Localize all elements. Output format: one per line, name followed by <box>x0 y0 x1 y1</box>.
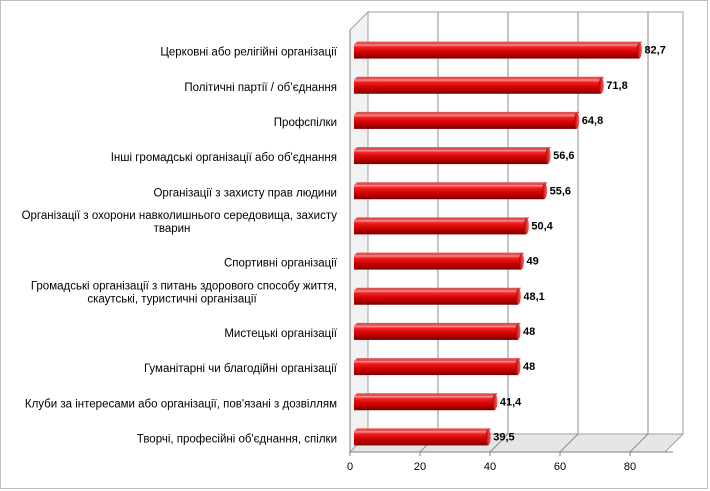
bar <box>354 182 548 200</box>
bar-cap <box>545 147 551 164</box>
bar-body <box>354 396 495 411</box>
bar-body <box>354 114 577 129</box>
data-label: 48 <box>523 361 535 373</box>
category-label: Творчі, професійні об'єднання, спілки <box>137 433 337 445</box>
bar-body <box>354 79 602 94</box>
category-label: Політичні партії / об’єднання <box>184 82 337 94</box>
data-label: 49 <box>527 256 539 268</box>
bar <box>354 41 643 59</box>
bar-top <box>354 322 521 326</box>
bar-cap <box>515 323 521 340</box>
bar <box>354 76 605 94</box>
bar-top <box>354 217 530 221</box>
tick-label: 40 <box>484 461 496 473</box>
bar <box>354 428 492 446</box>
bar-body <box>354 290 519 305</box>
tick-label: 20 <box>414 461 426 473</box>
category-label: тварин <box>154 223 191 235</box>
bar-body <box>354 44 640 59</box>
bar-top <box>354 358 521 362</box>
gridline-floor <box>489 433 509 453</box>
bar-body <box>354 185 545 200</box>
bar-top <box>354 287 522 291</box>
bar-body <box>354 431 489 446</box>
bar <box>354 111 580 129</box>
data-label: 71,8 <box>606 80 627 92</box>
category-label: Гуманітарні чи благодійні організації <box>144 363 338 375</box>
bar <box>354 358 521 376</box>
bar <box>354 287 522 305</box>
category-labels: Церковні або релігійні організації Політи… <box>22 47 338 446</box>
value-labels: 82,7 71,8 64,8 56,6 55,6 50,4 49 48,1 48 48 41,4 39… <box>493 45 666 444</box>
data-label: 55,6 <box>550 185 571 197</box>
bar-top <box>354 393 498 397</box>
bar-cap <box>542 182 548 199</box>
bar-cap <box>523 217 529 234</box>
bar-top <box>354 41 643 45</box>
bar-cap <box>598 77 604 94</box>
tick-label: 60 <box>554 461 566 473</box>
category-label: Спортивні організації <box>224 258 338 270</box>
bar-top <box>354 111 580 115</box>
category-label: Церковні або релігійні організації <box>160 47 337 59</box>
bar <box>354 393 498 411</box>
bar-cap <box>485 428 491 445</box>
bar-cap <box>574 112 580 129</box>
bar-top <box>354 428 492 432</box>
category-label: Інші громадські організації або об'єднан… <box>111 152 337 164</box>
bar-top <box>354 182 548 186</box>
bar-cap <box>636 42 642 59</box>
category-label: Мистецькі організації <box>224 328 337 340</box>
gridline-floor <box>559 433 579 453</box>
tick-label: 0 <box>347 461 353 473</box>
bar-top <box>354 76 605 80</box>
bar <box>354 147 552 165</box>
data-label: 48 <box>523 326 535 338</box>
data-label: 39,5 <box>493 431 514 443</box>
bar-cap <box>515 358 521 375</box>
bar-body <box>354 150 549 165</box>
data-label: 50,4 <box>531 220 553 232</box>
category-label: Організації з захисту прав людини <box>153 187 337 199</box>
bar <box>354 322 521 340</box>
category-label: скаутські, туристичні організації <box>87 293 257 305</box>
data-label: 48,1 <box>523 291 544 303</box>
bars-group <box>354 41 643 446</box>
bar-top <box>354 252 525 256</box>
tick-label: 80 <box>624 461 636 473</box>
x-axis: 0 20 40 60 80 <box>347 452 636 473</box>
gridline-floor <box>629 433 649 453</box>
data-label: 41,4 <box>500 396 522 408</box>
bar-body <box>354 361 518 376</box>
data-label: 56,6 <box>553 150 574 162</box>
category-label: Клуби за інтересами або організації, пов… <box>25 398 337 410</box>
bar <box>354 217 530 235</box>
data-label: 82,7 <box>644 45 665 57</box>
category-label: Організації з охорони навколишнього сере… <box>22 210 338 222</box>
bar-cap <box>492 393 498 410</box>
bar-body <box>354 255 522 270</box>
bar-top <box>354 147 552 151</box>
bar <box>354 252 525 270</box>
category-label: Громадські організації з питань здоровог… <box>31 280 337 292</box>
bar-cap <box>515 288 521 305</box>
data-label: 64,8 <box>582 115 603 127</box>
bar-body <box>354 220 527 235</box>
bar-body <box>354 325 518 340</box>
bar-cap <box>519 253 524 270</box>
category-label: Профспілки <box>274 117 337 129</box>
